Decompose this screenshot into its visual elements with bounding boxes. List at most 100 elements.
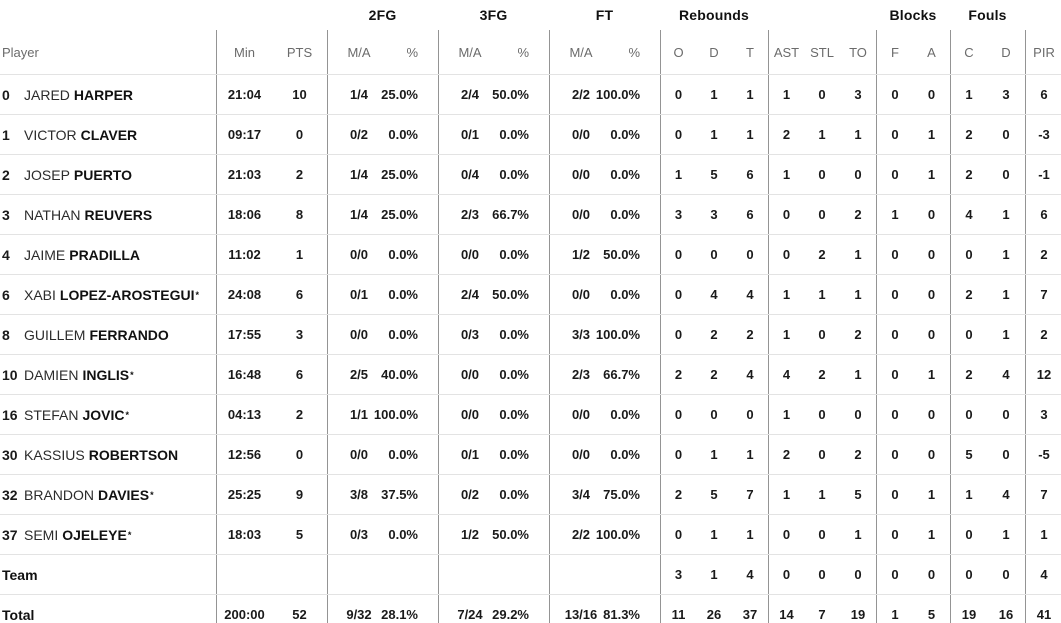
stat-min: 17:55 [216,315,272,354]
player-cell[interactable]: 2 JOSEP PUERTO [0,155,216,194]
stat-foul-c: 0 [950,235,987,274]
stat-reb-t: 2 [746,327,754,342]
player-cell[interactable]: 8 GUILLEM FERRANDO [0,315,216,354]
stat-min: 16:48 [216,355,272,394]
stat-ast: 1 [768,275,804,314]
stat-to: 3 [854,87,862,102]
stat-2fg-ma: 0/3 [327,515,390,554]
player-last-name: FERRANDO [89,326,169,343]
col-header-reb-d: D [709,44,719,60]
stat-reb-d: 4 [710,287,718,302]
stat-ft-pct: 0.0% [610,167,640,182]
stat-reb-d: 1 [710,87,718,102]
stat-ast: 1 [768,315,804,354]
stat-min: 25:25 [216,475,272,514]
player-cell[interactable]: 37 SEMI OJELEYE * [0,515,216,554]
stat-reb-d: 1 [710,527,718,542]
stat-2fg-ma: 0/0 [327,235,390,274]
stat-reb-o: 0 [660,395,696,434]
stat-ast: 0 [768,515,804,554]
stat-min: 18:06 [216,195,272,234]
player-last-name: INGLIS [82,366,130,383]
stat-pts: 10 [292,87,307,102]
player-last-name: LOPEZ-AROSTEGUI [59,286,195,303]
stat-reb-t: 1 [746,127,754,142]
col-header-ft-ma: M/A [549,30,612,74]
stat-foul-c: 0 [950,395,987,434]
stat-min: 09:17 [216,115,272,154]
stat-reb-d: 5 [710,167,718,182]
stat-3fg-pct: 66.7% [492,207,529,222]
table-body: 0 JARED HARPER 21:04 10 1/4 25.0% 2/4 50… [0,75,1061,555]
stat-to: 1 [854,527,862,542]
stat-min: 24:08 [216,275,272,314]
player-cell[interactable]: 4 JAIME PRADILLA [0,235,216,274]
player-cell[interactable]: 16 STEFAN JOVIC * [0,395,216,434]
group-header-rebounds: Rebounds [678,7,750,23]
col-header-blk-f: F [876,30,913,74]
stat-pts: 0 [295,127,304,142]
stat-reb-o: 11 [660,595,696,623]
stat-blk-a: 0 [927,407,936,422]
col-header-2fg-pct: % [406,44,418,60]
stat-reb-o: 3 [660,195,696,234]
stat-ast: 1 [768,395,804,434]
stat-2fg-ma: 1/4 [327,195,390,234]
player-cell[interactable]: 6 XABI LOPEZ-AROSTEGUI * [0,275,216,314]
stat-blk-a: 5 [927,607,936,622]
stat-blk-f: 0 [876,475,913,514]
stat-foul-c: 1 [950,475,987,514]
stat-3fg-pct: 0.0% [499,127,529,142]
player-cell[interactable]: 1 VICTOR CLAVER [0,115,216,154]
stat-ft-ma [549,555,612,594]
table-row: 37 SEMI OJELEYE * 18:03 5 0/3 0.0% 1/2 5… [0,515,1061,555]
stat-reb-t: 4 [746,287,754,302]
stat-pts: 6 [295,287,304,302]
stat-foul-c: 2 [950,355,987,394]
stat-stl: 0 [818,327,826,342]
stat-2fg-pct: 0.0% [388,447,418,462]
group-header-ft: FT [595,7,614,23]
stat-3fg-pct [501,555,549,594]
stat-2fg-ma: 0/2 [327,115,390,154]
player-cell[interactable]: 32 BRANDON DAVIES * [0,475,216,514]
starter-asterisk: * [125,409,129,420]
stat-ft-ma: 0/0 [549,155,612,194]
stat-2fg-pct: 40.0% [381,367,418,382]
group-header-fouls: Fouls [968,7,1007,23]
stat-pir: 41 [1025,595,1061,623]
stat-3fg-pct: 29.2% [492,607,529,622]
stat-reb-d: 0 [710,407,718,422]
stat-pts: 6 [295,367,304,382]
player-cell[interactable]: 3 NATHAN REUVERS [0,195,216,234]
stat-3fg-pct: 0.0% [499,367,529,382]
player-cell[interactable]: 10 DAMIEN INGLIS * [0,355,216,394]
stat-foul-d: 4 [1002,487,1010,502]
table-row: 10 DAMIEN INGLIS * 16:48 6 2/5 40.0% 0/0… [0,355,1061,395]
starter-asterisk: * [127,529,132,540]
stat-2fg-pct: 25.0% [381,87,418,102]
total-row: Total 200:00 52 9/32 28.1% 7/24 29.2% 13… [0,595,1061,623]
player-cell[interactable]: 0 JARED HARPER [0,75,216,114]
col-header-reb-t: T [746,44,754,60]
stat-to: 1 [854,127,862,142]
stat-ft-pct: 0.0% [610,127,640,142]
stat-foul-c: 2 [950,155,987,194]
stat-ft-pct: 75.0% [603,487,640,502]
stat-min: 21:04 [216,75,272,114]
stat-reb-o: 0 [660,315,696,354]
stat-reb-d: 3 [710,207,718,222]
stat-pir: -5 [1025,435,1061,474]
player-number: 16 [2,406,18,423]
stat-3fg-ma: 2/4 [438,75,501,114]
stat-3fg-pct: 0.0% [499,487,529,502]
stat-ft-pct: 0.0% [610,407,640,422]
stat-ft-pct [612,555,660,594]
stat-3fg-pct: 0.0% [499,447,529,462]
table-row: 3 NATHAN REUVERS 18:06 8 1/4 25.0% 2/3 6… [0,195,1061,235]
table-row: 32 BRANDON DAVIES * 25:25 9 3/8 37.5% 0/… [0,475,1061,515]
player-cell[interactable]: 30 KASSIUS ROBERTSON [0,435,216,474]
player-number: 1 [2,126,10,143]
stat-stl: 0 [818,407,826,422]
